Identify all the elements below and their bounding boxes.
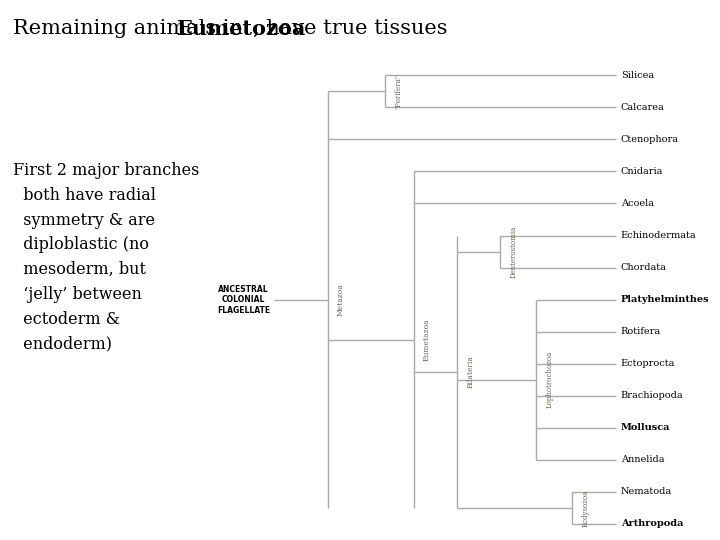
Text: Lophotrochozoa: Lophotrochozoa [545,351,554,408]
Text: Rotifera: Rotifera [621,327,661,336]
Text: , have true tissues: , have true tissues [253,19,447,38]
Text: Eumetozoa: Eumetozoa [176,19,305,39]
Text: Metazoa: Metazoa [336,283,345,316]
Text: Eumetazoa: Eumetazoa [423,319,431,361]
Text: First 2 major branches
  both have radial
  symmetry & are
  diploblastic (no
  : First 2 major branches both have radial … [13,162,199,353]
Text: Arthropoda: Arthropoda [621,519,683,529]
Text: Ectoprocta: Ectoprocta [621,359,675,368]
Text: Calcarea: Calcarea [621,103,665,112]
Text: Brachiopoda: Brachiopoda [621,392,683,400]
Text: Acoela: Acoela [621,199,654,208]
Text: Ctenophora: Ctenophora [621,135,679,144]
Text: Mollusca: Mollusca [621,423,670,433]
Text: Platyhelminthes: Platyhelminthes [621,295,709,304]
Text: Ecdysozoa: Ecdysozoa [581,489,590,526]
Text: Annelida: Annelida [621,455,664,464]
Text: Silicea: Silicea [621,71,654,80]
Text: Deuterostomia: Deuterostomia [509,225,518,278]
Text: Bilateria: Bilateria [466,355,474,388]
Text: Cnidaria: Cnidaria [621,167,663,176]
Text: "Porifera": "Porifera" [394,74,402,109]
Text: Remaining animals in: Remaining animals in [13,19,250,38]
Text: ANCESTRAL
COLONIAL
FLAGELLATE: ANCESTRAL COLONIAL FLAGELLATE [217,285,270,314]
Text: Nematoda: Nematoda [621,488,672,496]
Text: Echinodermata: Echinodermata [621,231,696,240]
Text: Chordata: Chordata [621,263,667,272]
